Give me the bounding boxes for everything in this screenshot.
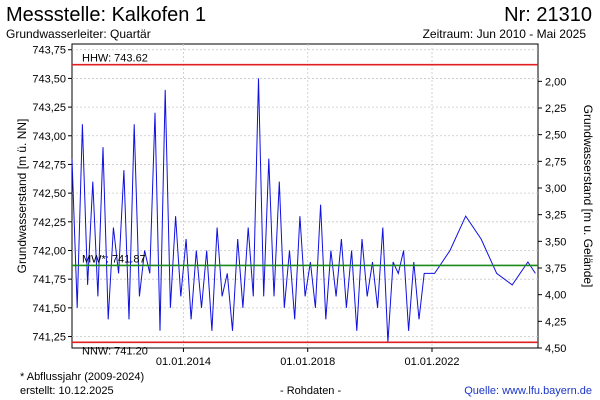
y-tick-label: 743,00: [32, 131, 66, 143]
ref-label-mw: MW*: 741.87: [82, 253, 146, 265]
y-tick-label: 743,75: [32, 45, 66, 57]
x-tick-label: 01.01.2018: [280, 356, 335, 368]
y2-tick-label: 4,00: [545, 290, 566, 302]
period-subtitle: Zeitraum: Jun 2010 - Mai 2025: [422, 27, 586, 41]
y2-tick-label: 4,50: [545, 343, 566, 355]
created-date: erstellt: 10.12.2025: [20, 385, 114, 397]
aquifer-subtitle: Grundwasserleiter: Quartär: [6, 27, 151, 41]
y2-tick-label: 3,25: [545, 210, 566, 222]
y2-tick-label: 4,25: [545, 316, 566, 328]
y-tick-label: 743,50: [32, 73, 66, 85]
y2-tick-label: 2,25: [545, 103, 566, 115]
footnote-abflussjahr: * Abflussjahr (2009-2024): [20, 371, 145, 383]
station-number: Nr: 21310: [504, 4, 592, 26]
y2-tick-label: 2,50: [545, 130, 566, 142]
y-tick-label: 742,25: [32, 217, 66, 229]
page-title: Messstelle: Kalkofen 1: [6, 4, 207, 26]
y2-tick-label: 3,50: [545, 236, 566, 248]
y2-tick-label: 2,75: [545, 156, 566, 168]
y-tick-label: 742,75: [32, 159, 66, 171]
y2-tick-label: 3,75: [545, 263, 566, 275]
y-tick-label: 741,25: [32, 332, 66, 344]
y2-tick-label: 3,00: [545, 183, 566, 195]
y-tick-label: 741,50: [32, 303, 66, 315]
source-link[interactable]: Quelle: www.lfu.bayern.de: [464, 385, 592, 397]
y-tick-label: 743,25: [32, 102, 66, 114]
y-axis-title: Grundwasserstand [m ü. NN]: [15, 119, 29, 274]
ref-label-nnw: NNW: 741.20: [82, 345, 148, 357]
plot-area: [71, 43, 539, 349]
x-tick-label: 01.01.2014: [156, 356, 211, 368]
ref-label-hhw: HHW: 743.62: [82, 53, 148, 65]
x-tick-label: 01.01.2022: [404, 356, 459, 368]
y-tick-label: 742,00: [32, 245, 66, 257]
raw-data-note: - Rohdaten -: [280, 385, 342, 397]
y2-tick-label: 2,00: [545, 76, 566, 88]
y2-axis-title: Grundwasserstand [m u. Gelände]: [581, 105, 595, 288]
y-tick-label: 741,75: [32, 274, 66, 286]
source-url[interactable]: Quelle: www.lfu.bayern.de: [464, 385, 592, 397]
y-tick-label: 742,50: [32, 188, 66, 200]
